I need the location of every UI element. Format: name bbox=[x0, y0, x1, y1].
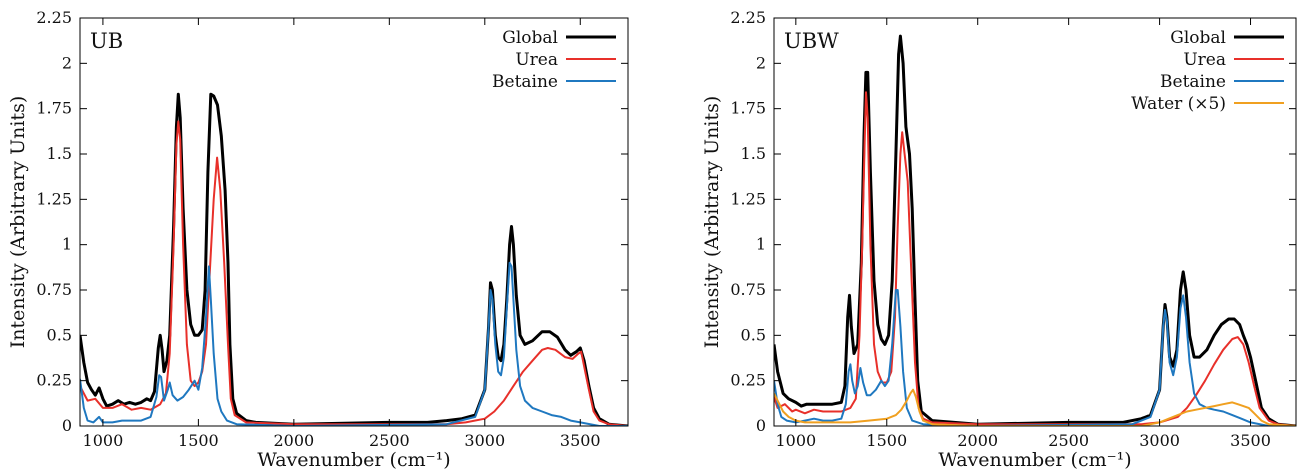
y-tick-label: 1 bbox=[756, 235, 766, 254]
plot-frame bbox=[79, 17, 629, 427]
y-tick-label: 2.25 bbox=[36, 8, 72, 27]
y-tick-label: 0.25 bbox=[36, 371, 72, 390]
x-tick-label: 3500 bbox=[1230, 431, 1271, 450]
legend-label-global: Global bbox=[1170, 28, 1226, 48]
x-tick-label: 3000 bbox=[1139, 431, 1180, 450]
series-line-urea bbox=[774, 91, 1296, 426]
series-line-betaine bbox=[774, 289, 1296, 426]
plot-frame bbox=[773, 17, 1297, 427]
y-tick-label: 2 bbox=[62, 53, 72, 72]
y-tick-label: 1 bbox=[62, 235, 72, 254]
x-tick-label: 2000 bbox=[957, 431, 998, 450]
legend-label-betaine: Betaine bbox=[492, 72, 558, 92]
y-tick-label: 0 bbox=[62, 416, 72, 435]
y-tick-label: 1.25 bbox=[36, 189, 72, 208]
x-tick-label: 2500 bbox=[1048, 431, 1089, 450]
legend-label-urea: Urea bbox=[1183, 50, 1226, 70]
y-tick-label: 2.25 bbox=[730, 8, 766, 27]
x-tick-label: 1000 bbox=[775, 431, 816, 450]
legend-label-water-5: Water (×5) bbox=[1131, 94, 1226, 114]
x-tick-label: 2500 bbox=[369, 431, 410, 450]
y-tick-label: 1.5 bbox=[741, 144, 766, 163]
chart-ub: 1000 1500 2000 2500 3000 3500 0 0.25 0.5 0.75 1 1.2… bbox=[7, 8, 629, 470]
x-axis-label: Wavenumber (cm⁻¹) bbox=[938, 449, 1131, 470]
x-tick-label: 2000 bbox=[273, 431, 314, 450]
series-line-global bbox=[774, 34, 1296, 426]
y-tick-label: 0 bbox=[756, 416, 766, 435]
plot-area bbox=[80, 92, 628, 426]
series-line-global bbox=[80, 92, 628, 426]
series-line-urea bbox=[80, 120, 628, 426]
series-line-water-5 bbox=[774, 388, 1296, 426]
legend-label-betaine: Betaine bbox=[1160, 72, 1226, 92]
y-tick-label: 1.75 bbox=[730, 99, 766, 118]
y-tick-label: 0.5 bbox=[741, 325, 766, 344]
y-tick-label: 1.5 bbox=[47, 144, 72, 163]
plot-area bbox=[774, 34, 1296, 426]
x-tick-label: 3000 bbox=[464, 431, 505, 450]
y-tick-label: 0.25 bbox=[730, 371, 766, 390]
legend-label-urea: Urea bbox=[515, 50, 558, 70]
panel-label: UBW bbox=[784, 29, 839, 53]
y-tick-label: 1.75 bbox=[36, 99, 72, 118]
x-tick-label: 3500 bbox=[560, 431, 601, 450]
y-tick-label: 0.5 bbox=[47, 325, 72, 344]
panel-label: UB bbox=[90, 29, 123, 53]
legend-label-global: Global bbox=[502, 28, 558, 48]
y-axis-label: Intensity (Arbitrary Units) bbox=[701, 96, 723, 349]
y-tick-label: 2 bbox=[756, 53, 766, 72]
y-tick-label: 0.75 bbox=[730, 280, 766, 299]
y-tick-label: 0.75 bbox=[36, 280, 72, 299]
x-tick-label: 1000 bbox=[83, 431, 124, 450]
x-tick-label: 1500 bbox=[178, 431, 219, 450]
y-tick-label: 1.25 bbox=[730, 189, 766, 208]
x-axis-label: Wavenumber (cm⁻¹) bbox=[257, 449, 450, 470]
chart-ubw: 1000 1500 2000 2500 3000 3500 0 0.25 0.5 0.75 1 1.2… bbox=[701, 8, 1297, 470]
x-tick-label: 1500 bbox=[866, 431, 907, 450]
series-line-betaine bbox=[80, 261, 628, 426]
y-axis-label: Intensity (Arbitrary Units) bbox=[7, 96, 29, 349]
